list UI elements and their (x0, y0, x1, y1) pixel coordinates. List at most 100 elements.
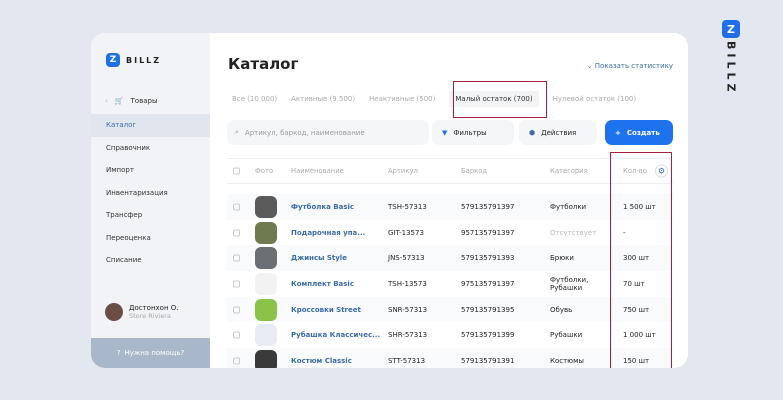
tab-all[interactable]: Все (10 000) (232, 95, 278, 103)
product-barcode: 579135791393 (461, 254, 515, 263)
plus-icon: + (615, 128, 621, 137)
product-photo (255, 272, 277, 295)
table-row[interactable]: Подарочная упа... GIT-13573 957135791397… (227, 220, 673, 246)
highlight-qty-column (610, 152, 672, 368)
product-name[interactable]: Костюм Classic (291, 357, 352, 366)
gear-icon[interactable]: ⚙ (655, 164, 668, 178)
product-barcode: 579135791397 (461, 202, 515, 211)
product-category: Костюмы (550, 357, 584, 366)
product-category: Обувь (550, 305, 573, 314)
product-sku: SNR-57313 (388, 305, 428, 314)
product-category: Отсутствует (550, 228, 597, 237)
sidebar-item-inventory[interactable]: Инвентаризация (106, 188, 168, 197)
tab-inactive[interactable]: Неактивные (500) (369, 95, 436, 103)
col-barcode[interactable]: Баркод (461, 167, 488, 175)
table-row[interactable]: Рубашка Классичес... SHR-57313 579135791… (227, 323, 673, 349)
row-checkbox[interactable] (233, 254, 240, 262)
filters-button[interactable]: ▼ Фильтры (432, 120, 514, 145)
actions-button[interactable]: ⬢ Действия (519, 120, 597, 145)
product-name[interactable]: Футболка Basic (291, 202, 355, 211)
table-row[interactable]: Кроссовки Street SNR-57313 579135791395 … (227, 296, 673, 323)
product-barcode: 579135791395 (461, 305, 515, 314)
col-name[interactable]: Наименование (291, 167, 344, 175)
product-sku: TSH-57313 (388, 202, 427, 211)
product-qty: - (623, 228, 626, 237)
product-sku: STT-57313 (388, 357, 426, 366)
search-input[interactable]: ⌕ Артикул, баркод, наименование (227, 120, 429, 145)
sidebar-item-reference[interactable]: Справочник (106, 143, 151, 152)
tab-low-stock[interactable]: Малый остаток (700) (449, 91, 539, 107)
cart-icon: 🛒 (114, 97, 124, 105)
product-name[interactable]: Кроссовки Street (291, 305, 361, 314)
sidebar: Z BILLZ ‹ 🛒 Товары Каталог Справочник Импор… (91, 33, 210, 368)
app-window: Z BILLZ ‹ 🛒 Товары Каталог Справочник Импор… (91, 33, 688, 368)
sidebar-item-writeoff[interactable]: Списание (106, 256, 142, 264)
table-row[interactable]: Комплект Basic TSH-13573 975135791397 Фу… (227, 271, 673, 297)
product-category: Брюки (550, 254, 574, 263)
product-sku: GIT-13573 (388, 228, 424, 237)
product-name[interactable]: Рубашка Классичес... (291, 331, 381, 340)
search-icon: ⌕ (235, 128, 239, 136)
row-checkbox[interactable] (233, 331, 240, 339)
sidebar-item-repricing[interactable]: Переоценка (106, 233, 151, 242)
col-sku[interactable]: Артикул (388, 167, 418, 175)
product-name[interactable]: Подарочная упа... (291, 228, 366, 237)
product-category: Футболки, Рубашки (550, 275, 589, 292)
avatar (105, 303, 123, 321)
product-photo (255, 350, 277, 368)
row-checkbox[interactable] (233, 280, 240, 288)
filter-icon: ▼ (442, 128, 448, 137)
product-barcode: 579135791399 (461, 331, 515, 340)
chevron-left-icon: ‹ (105, 97, 108, 105)
sidebar-item-transfer[interactable]: Трансфер (106, 211, 143, 219)
col-category[interactable]: Категория (550, 167, 588, 175)
product-qty: 150 шт (623, 357, 650, 366)
product-name[interactable]: Джинсы Style (291, 254, 347, 263)
table-row[interactable]: Костюм Classic STT-57313 579135791391 Ко… (227, 348, 673, 368)
product-photo (255, 221, 277, 244)
row-checkbox[interactable] (233, 229, 240, 237)
select-all-checkbox[interactable] (233, 167, 240, 175)
row-checkbox[interactable] (233, 306, 240, 314)
tab-active[interactable]: Активные (9 500) (291, 95, 356, 103)
table-row[interactable]: Джинсы Style JNS-57313 579135791393 Брюк… (227, 245, 673, 272)
product-photo (255, 247, 277, 270)
col-qty[interactable]: Кол-во (623, 167, 647, 175)
product-qty: 1 000 шт (623, 331, 656, 340)
sidebar-item-catalog[interactable]: Каталог (91, 114, 210, 137)
product-name[interactable]: Комплект Basic (291, 279, 354, 288)
product-sku: JNS-57313 (388, 254, 425, 263)
product-sku: TSH-13573 (388, 279, 427, 288)
product-barcode: 579135791391 (461, 357, 515, 366)
show-stats-link[interactable]: ⌄ Показать статистику (586, 62, 673, 70)
sidebar-nav: Каталог Справочник Импорт Инвентаризация… (91, 114, 210, 272)
product-sku: SHR-57313 (388, 331, 428, 340)
row-checkbox[interactable] (233, 357, 240, 365)
table-header: Фото Наименование Артикул Баркод Категор… (227, 158, 673, 184)
product-qty: 70 шт (623, 279, 645, 288)
product-category: Рубашки (550, 331, 583, 340)
col-photo: Фото (255, 167, 274, 175)
brand-mark: Z BILLZ (722, 20, 740, 95)
product-qty: 750 шт (623, 305, 650, 314)
logo: Z BILLZ (106, 53, 161, 67)
tab-zero-stock[interactable]: Нулевой остаток (100) (552, 95, 637, 103)
sidebar-item-import[interactable]: Импорт (106, 166, 134, 174)
main-content: Каталог ⌄ Показать статистику Все (10 00… (210, 33, 688, 368)
product-category: Футболки (550, 202, 587, 211)
cube-icon: ⬢ (529, 128, 536, 137)
row-checkbox[interactable] (233, 203, 240, 211)
product-photo (255, 298, 277, 321)
product-photo (255, 324, 277, 347)
product-qty: 300 шт (623, 254, 650, 263)
help-button[interactable]: ? Нужна помощь? (91, 338, 210, 368)
product-barcode: 957135791397 (461, 228, 515, 237)
product-photo (255, 195, 277, 218)
page-title: Каталог (228, 55, 299, 73)
chevron-down-icon: ⌄ (586, 62, 595, 70)
back-to-products[interactable]: ‹ 🛒 Товары (105, 97, 158, 105)
create-button[interactable]: + Создать (605, 120, 673, 145)
table-row[interactable]: Футболка Basic TSH-57313 579135791397 Фу… (227, 194, 673, 220)
user-profile[interactable]: Достонхон О. Store Riviera (105, 303, 179, 321)
product-qty: 1 500 шт (623, 202, 656, 211)
